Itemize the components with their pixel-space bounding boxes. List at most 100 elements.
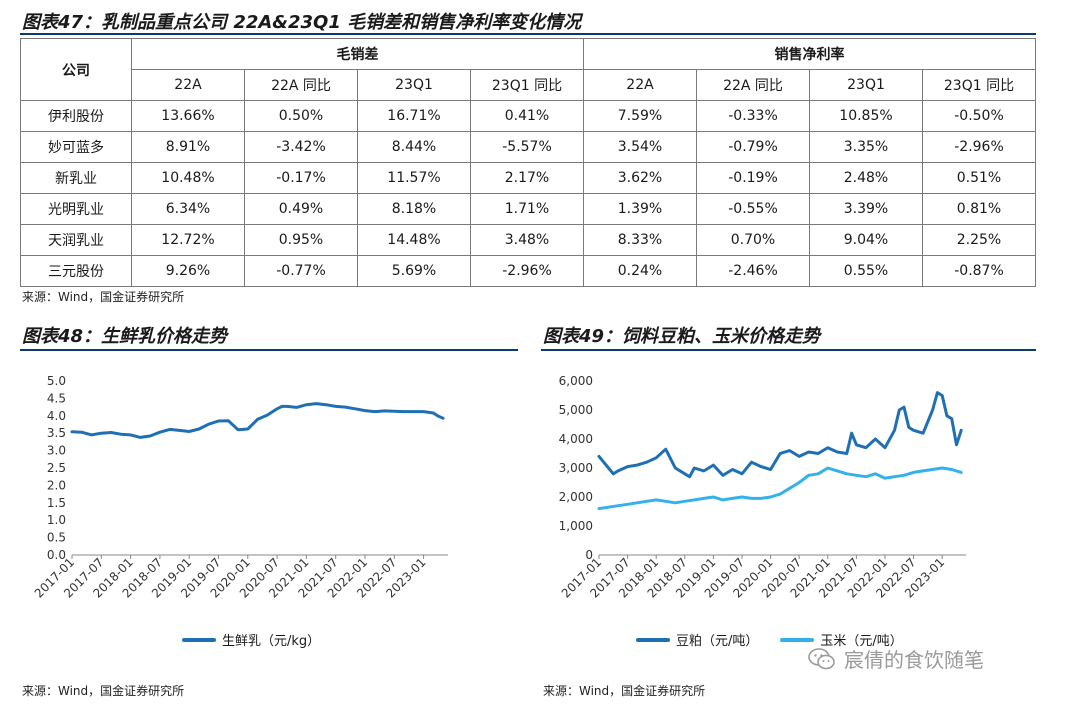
table-header-row-1: 公司 毛销差 销售净利率 [20, 38, 1036, 101]
chart49-legend: 豆粕（元/吨） 玉米（元/吨） [636, 630, 925, 649]
value-cell: 16.71% [357, 100, 471, 132]
value-cell: 0.70% [696, 224, 810, 256]
table-row: 妙可蓝多 8.91% -3.42% 8.44% -5.57% 3.54% -0.79% 3.3… [20, 131, 1036, 163]
table-row: 新乳业 10.48% -0.17% 11.57% 2.17% 3.62% -0.19% 2.4… [20, 162, 1036, 194]
chart49-source: 来源：Wind，国金证券研究所 [543, 684, 706, 698]
watermark: 宸倩的食饮随笔 [808, 644, 984, 673]
value-cell: 0.50% [244, 100, 358, 132]
y-tick-label: 6,000 [559, 374, 593, 388]
subheader: 22A 同比 [244, 69, 358, 101]
value-cell: -0.17% [244, 162, 358, 194]
value-cell: 3.48% [470, 224, 584, 256]
y-tick-label: 2.0 [47, 478, 66, 492]
value-cell: 8.91% [131, 131, 245, 163]
value-cell: 1.39% [583, 193, 697, 225]
series-line-1 [597, 391, 963, 479]
value-cell: 3.35% [809, 131, 923, 163]
chart49-rule [541, 349, 1036, 351]
legend-item-soymeal: 豆粕（元/吨） [636, 630, 758, 649]
wechat-icon [808, 647, 835, 669]
chart49-plot: 01,0002,0003,0004,0005,0006,0002017-0120… [559, 374, 966, 601]
value-cell: -0.19% [696, 162, 810, 194]
value-cell: 9.04% [809, 224, 923, 256]
y-tick-label: 4.0 [47, 409, 66, 423]
value-cell: 3.62% [583, 162, 697, 194]
value-cell: -0.33% [696, 100, 810, 132]
value-cell: 14.48% [357, 224, 471, 256]
subheader: 23Q1 [809, 69, 923, 101]
y-tick-label: 4.5 [47, 391, 66, 405]
value-cell: 7.59% [583, 100, 697, 132]
value-cell: 12.72% [131, 224, 245, 256]
y-tick-label: 0.0 [47, 548, 66, 562]
legend-swatch [636, 637, 670, 642]
table-row: 天润乳业 12.72% 0.95% 14.48% 3.48% 8.33% 0.70% 9.04… [20, 224, 1036, 256]
y-tick-label: 5.0 [47, 374, 66, 388]
table-row: 三元股份 9.26% -0.77% 5.69% -2.96% 0.24% -2.46% 0.5… [20, 255, 1036, 287]
company-name-cell: 三元股份 [20, 255, 132, 287]
chart49-title: 图表49：饲料豆粕、玉米价格走势 [543, 326, 821, 347]
y-tick-label: 3.5 [47, 426, 66, 440]
title-rule [20, 33, 1036, 35]
y-tick-label: 1,000 [559, 519, 593, 533]
group-net-margin-header: 销售净利率 [583, 38, 1036, 70]
chart48-legend: 生鲜乳（元/kg） [182, 630, 342, 649]
value-cell: 10.48% [131, 162, 245, 194]
legend-swatch [182, 637, 216, 642]
y-tick-label: 0 [585, 548, 593, 562]
value-cell: 0.41% [470, 100, 584, 132]
company-name-cell: 天润乳业 [20, 224, 132, 256]
table-title: 图表47：乳制品重点公司 22A&23Q1 毛销差和销售净利率变化情况 [22, 12, 582, 33]
y-tick-label: 0.5 [47, 531, 66, 545]
value-cell: -0.87% [922, 255, 1036, 287]
value-cell: 5.69% [357, 255, 471, 287]
table-source: 来源：Wind，国金证券研究所 [22, 290, 185, 304]
company-name-cell: 新乳业 [20, 162, 132, 194]
value-cell: 0.49% [244, 193, 358, 225]
company-name-cell: 伊利股份 [20, 100, 132, 132]
subheader: 23Q1 [357, 69, 471, 101]
company-name-cell: 妙可蓝多 [20, 131, 132, 163]
value-cell: 10.85% [809, 100, 923, 132]
table-row: 光明乳业 6.34% 0.49% 8.18% 1.71% 1.39% -0.55% 3.39%… [20, 193, 1036, 225]
value-cell: -0.50% [922, 100, 1036, 132]
legend-item-corn: 玉米（元/吨） [780, 630, 903, 649]
subheader: 23Q1 同比 [470, 69, 584, 101]
value-cell: 13.66% [131, 100, 245, 132]
value-cell: 9.26% [131, 255, 245, 287]
value-cell: -0.55% [696, 193, 810, 225]
legend-label: 玉米（元/吨） [820, 634, 903, 649]
subheader: 22A 同比 [696, 69, 810, 101]
subheader: 22A [583, 69, 697, 101]
value-cell: 6.34% [131, 193, 245, 225]
series-line-1 [70, 402, 445, 439]
chart49: 0 1,000 2,000 3,000 4,000 5,000 6,000 2017-01 20… [541, 360, 1036, 628]
chart48-source: 来源：Wind，国金证券研究所 [22, 684, 185, 698]
value-cell: 0.95% [244, 224, 358, 256]
legend-label: 生鲜乳（元/kg） [222, 634, 321, 649]
value-cell: -0.77% [244, 255, 358, 287]
watermark-text: 宸倩的食饮随笔 [844, 648, 984, 672]
table-row: 伊利股份 13.66% 0.50% 16.71% 0.41% 7.59% -0.33% 10.… [20, 100, 1036, 132]
company-name-cell: 光明乳业 [20, 193, 132, 225]
y-tick-label: 1.5 [47, 496, 66, 510]
value-cell: 0.51% [922, 162, 1036, 194]
value-cell: 2.25% [922, 224, 1036, 256]
value-cell: 3.54% [583, 131, 697, 163]
y-tick-label: 3,000 [559, 461, 593, 475]
value-cell: 1.71% [470, 193, 584, 225]
subheader: 23Q1 同比 [922, 69, 1036, 101]
chart48-title: 图表48：生鲜乳价格走势 [22, 326, 228, 347]
margin-table: 公司 毛销差 销售净利率 22A 22A 同比 23Q1 23Q1 同比 22A… [20, 38, 1036, 287]
value-cell: -0.79% [696, 131, 810, 163]
value-cell: 0.24% [583, 255, 697, 287]
y-tick-label: 5,000 [559, 403, 593, 417]
chart48-rule [20, 349, 518, 351]
y-tick-label: 3.0 [47, 444, 66, 458]
value-cell: -2.96% [470, 255, 584, 287]
value-cell: -3.42% [244, 131, 358, 163]
y-tick-label: 2.5 [47, 461, 66, 475]
value-cell: 0.55% [809, 255, 923, 287]
value-cell: 2.17% [470, 162, 584, 194]
group-gross-margin-header: 毛销差 [131, 38, 584, 70]
